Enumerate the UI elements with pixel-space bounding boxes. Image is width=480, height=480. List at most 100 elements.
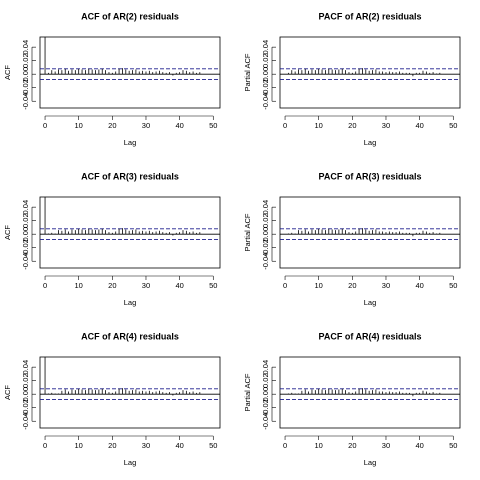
y-axis-label: Partial ACF (243, 373, 252, 411)
x-tick-label: 40 (415, 281, 423, 290)
x-tick-label: 10 (75, 121, 83, 130)
x-axis-label: Lag (124, 458, 137, 467)
x-tick-label: 20 (108, 121, 116, 130)
x-tick-label: 30 (382, 121, 390, 130)
panel: PACF of AR(2) residuals Lag Partial ACF 0 10… (243, 11, 461, 147)
panel: ACF of AR(3) residuals Lag ACF 0 10 20 30 40 50 -… (3, 171, 221, 307)
x-axis-label: Lag (364, 298, 377, 307)
y-tick-label: 0.02 (261, 373, 270, 388)
y-tick-label: -0.02 (21, 399, 30, 416)
y-tick-label: 0.04 (21, 200, 30, 215)
x-tick-label: 40 (175, 121, 183, 130)
x-tick-label: 10 (75, 281, 83, 290)
y-tick-label: 0.02 (261, 213, 270, 228)
x-tick-label: 30 (142, 441, 150, 450)
plot-area (40, 197, 220, 241)
chart-title: ACF of AR(3) residuals (81, 171, 179, 181)
y-tick-label: -0.04 (261, 253, 270, 270)
x-tick-label: 40 (175, 441, 183, 450)
x-tick-label: 50 (449, 121, 457, 130)
x-tick-label: 20 (108, 281, 116, 290)
x-tick-label: 0 (283, 121, 287, 130)
x-tick-label: 50 (449, 441, 457, 450)
y-tick-label: 0.02 (21, 53, 30, 68)
y-axis-label: ACF (3, 385, 12, 400)
y-axis-label: Partial ACF (243, 53, 252, 91)
x-tick-label: 10 (75, 441, 83, 450)
y-tick-label: -0.02 (21, 239, 30, 256)
x-tick-label: 20 (108, 441, 116, 450)
y-tick-label: -0.04 (261, 413, 270, 430)
x-tick-label: 10 (315, 441, 323, 450)
plot-area (280, 228, 460, 241)
y-tick-label: 0.04 (261, 360, 270, 375)
y-tick-label: -0.02 (261, 239, 270, 256)
y-tick-label: 0.04 (21, 360, 30, 375)
chart-title: PACF of AR(4) residuals (318, 331, 421, 341)
y-tick-label: 0.02 (21, 213, 30, 228)
y-axis-label: ACF (3, 225, 12, 240)
x-tick-label: 10 (315, 281, 323, 290)
panel: ACF of AR(4) residuals Lag ACF 0 10 20 30 40 50 -… (3, 331, 221, 467)
plot-frame (279, 356, 461, 429)
chart-title: PACF of AR(2) residuals (318, 11, 421, 21)
y-tick-label: 0.02 (21, 373, 30, 388)
y-tick-label: 0.04 (21, 40, 30, 55)
x-axis-label: Lag (364, 138, 377, 147)
plot-frame (279, 196, 461, 269)
x-tick-label: 0 (43, 281, 47, 290)
plot-frame (39, 196, 221, 269)
x-tick-label: 30 (382, 281, 390, 290)
x-axis-label: Lag (124, 298, 137, 307)
x-axis-label: Lag (364, 458, 377, 467)
y-tick-label: -0.04 (261, 93, 270, 110)
y-tick-label: -0.02 (21, 79, 30, 96)
chart-title: PACF of AR(3) residuals (318, 171, 421, 181)
y-axis-label: ACF (3, 65, 12, 80)
x-tick-label: 30 (142, 281, 150, 290)
x-tick-label: 20 (348, 281, 356, 290)
y-axis-label: Partial ACF (243, 213, 252, 251)
y-tick-label: 0.00 (21, 387, 30, 402)
x-tick-label: 20 (348, 441, 356, 450)
y-tick-label: -0.02 (261, 79, 270, 96)
y-tick-label: -0.04 (21, 253, 30, 270)
y-tick-label: 0.02 (261, 53, 270, 68)
x-tick-label: 50 (449, 281, 457, 290)
chart-title: ACF of AR(2) residuals (81, 11, 179, 21)
x-tick-label: 0 (43, 121, 47, 130)
x-tick-label: 0 (43, 441, 47, 450)
y-tick-label: 0.00 (261, 67, 270, 82)
x-tick-label: 40 (415, 441, 423, 450)
chart-title: ACF of AR(4) residuals (81, 331, 179, 341)
plot-area (40, 37, 220, 81)
plot-area (40, 357, 220, 401)
y-tick-label: 0.00 (21, 227, 30, 242)
plot-frame (39, 36, 221, 109)
x-tick-label: 0 (283, 281, 287, 290)
x-tick-label: 20 (348, 121, 356, 130)
x-tick-label: 50 (209, 121, 217, 130)
x-tick-label: 50 (209, 441, 217, 450)
y-tick-label: 0.00 (261, 227, 270, 242)
plot-area (280, 68, 460, 81)
x-tick-label: 40 (175, 281, 183, 290)
y-tick-label: -0.04 (21, 413, 30, 430)
y-tick-label: 0.04 (261, 200, 270, 215)
x-tick-label: 50 (209, 281, 217, 290)
x-tick-label: 40 (415, 121, 423, 130)
y-tick-label: -0.04 (21, 93, 30, 110)
x-tick-label: 0 (283, 441, 287, 450)
plot-frame (39, 356, 221, 429)
x-tick-label: 10 (315, 121, 323, 130)
panel: ACF of AR(2) residuals Lag ACF 0 10 20 30 40 50 -… (3, 11, 221, 147)
panel: PACF of AR(3) residuals Lag Partial ACF 0 10… (243, 171, 461, 307)
x-tick-label: 30 (382, 441, 390, 450)
plot-frame (279, 36, 461, 109)
y-tick-label: 0.00 (21, 67, 30, 82)
x-axis-label: Lag (124, 138, 137, 147)
panel: PACF of AR(4) residuals Lag Partial ACF 0 10… (243, 331, 461, 467)
y-tick-label: 0.04 (261, 40, 270, 55)
plot-area (280, 388, 460, 401)
